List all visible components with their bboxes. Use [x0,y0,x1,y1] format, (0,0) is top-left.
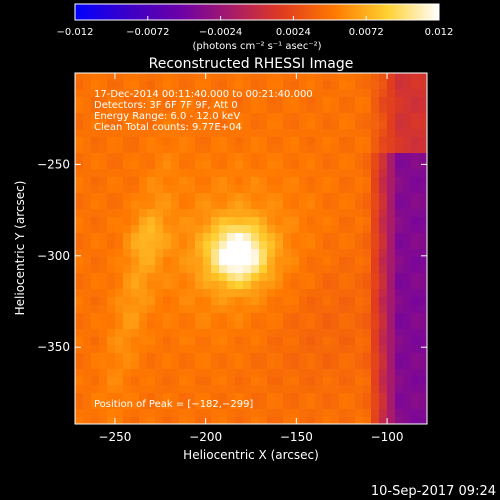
colorbar-units: (photons cm⁻² s⁻¹ asec⁻²) [192,41,321,52]
y-axis-label: Heliocentric Y (arcsec) [13,181,27,316]
heatmap-image [75,73,427,424]
colorbar-tick-label: 0.0024 [276,27,311,38]
colorbar-tick-label: 0.0072 [349,27,384,38]
colorbar-tick-label: 0.012 [425,27,454,38]
x-axis-ticks: −250 −200 −150 −100 [98,73,404,444]
x-axis-label: Heliocentric X (arcsec) [183,448,319,462]
annotation-line: Detectors: 3F 6F 7F 9F, Att 0 [94,100,238,111]
footer-timestamp: 10-Sep-2017 09:24 [371,484,496,499]
annotation-line: 17-Dec-2014 00:11:40.000 to 00:21:40.000 [94,89,313,100]
peak-position-label: Position of Peak = [−182,−299] [94,399,253,410]
annotation-line: Energy Range: 6.0 - 12.0 keV [94,111,240,122]
x-tick-label: −150 [280,430,313,444]
y-tick-label: −300 [37,249,70,263]
colorbar [74,3,440,21]
y-axis-ticks: −250 −300 −350 [37,157,427,354]
plot-frame [74,72,428,425]
colorbar-tick-label: −0.0072 [126,27,169,38]
annotations: 17-Dec-2014 00:11:40.000 to 00:21:40.000… [94,89,313,133]
x-tick-label: −250 [98,430,131,444]
colorbar-ticks: −0.012 −0.0072 −0.0024 0.0024 0.0072 0.012 [56,16,453,38]
colorbar-tick-label: −0.012 [56,27,93,38]
y-tick-label: −250 [37,157,70,171]
y-tick-label: −350 [37,340,70,354]
x-tick-label: −100 [371,430,404,444]
colorbar-tick-label: −0.0024 [199,27,242,38]
chart-title: Reconstructed RHESSI Image [149,56,354,72]
x-tick-label: −200 [189,430,222,444]
annotation-line: Clean Total counts: 9.77E+04 [94,122,242,133]
